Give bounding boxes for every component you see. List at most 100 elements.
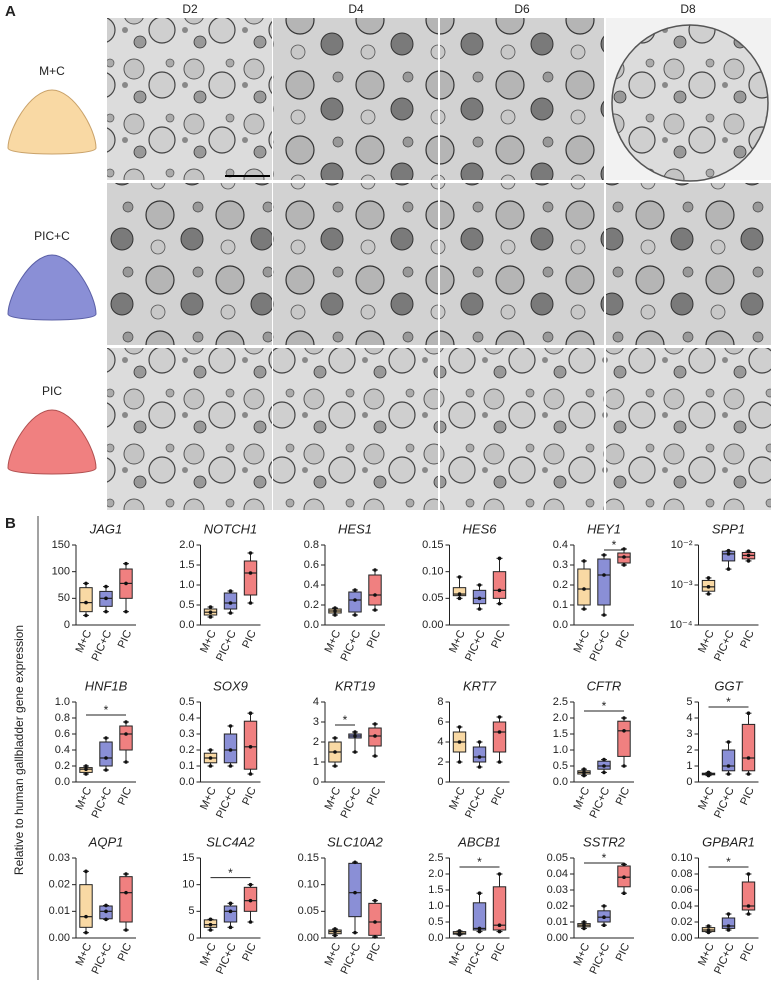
y-tick-label: 0.06 xyxy=(671,884,692,896)
box xyxy=(348,862,362,918)
y-tick-label: 4 xyxy=(686,712,692,724)
x-tick-label: PIC xyxy=(116,628,135,650)
box xyxy=(243,560,258,596)
data-point xyxy=(124,581,128,586)
x-tick-label: PIC xyxy=(365,941,384,963)
y-tick-label: 0.6 xyxy=(304,559,319,571)
data-point xyxy=(228,901,233,906)
data-point xyxy=(104,903,108,908)
significance-label: * xyxy=(726,695,731,709)
y-tick-label: 3 xyxy=(313,716,319,728)
y-tick-label: 2.5 xyxy=(553,696,568,708)
data-point xyxy=(208,917,213,922)
y-tick-label: 1 xyxy=(313,756,319,768)
data-point xyxy=(622,875,626,879)
y-tick-label: 100 xyxy=(52,566,70,578)
data-point xyxy=(477,596,482,601)
y-tick-label: 0.5 xyxy=(428,916,443,928)
x-tick-label: PIC xyxy=(240,785,259,807)
y-tick-label: 0.00 xyxy=(422,619,443,631)
data-point xyxy=(353,860,357,865)
data-point xyxy=(124,872,128,876)
y-tick-label: 0.5 xyxy=(179,696,194,708)
data-point xyxy=(84,930,88,935)
data-point xyxy=(457,575,462,579)
data-point xyxy=(746,549,751,553)
data-point xyxy=(124,561,128,566)
hydrogel-icon xyxy=(7,254,97,321)
data-point xyxy=(622,716,626,720)
x-tick-label: M+C xyxy=(323,628,344,654)
x-tick-label: PIC xyxy=(489,941,508,963)
data-point xyxy=(477,765,482,769)
chart-title: GPBAR1 xyxy=(702,834,755,849)
y-tick-label: 6 xyxy=(437,716,443,728)
x-tick-label: PIC xyxy=(240,941,259,963)
y-tick-label: 4 xyxy=(313,696,319,708)
chart-title: KRT19 xyxy=(335,678,375,693)
y-tick-label: 0.0 xyxy=(553,776,568,788)
data-point xyxy=(353,588,357,592)
data-point xyxy=(208,764,213,768)
data-point xyxy=(726,567,731,571)
x-tick-label: M+C xyxy=(696,785,717,811)
data-point xyxy=(124,609,128,614)
y-tick-label: 0.00 xyxy=(547,932,568,944)
hydrogel-icon xyxy=(7,89,97,155)
data-point xyxy=(373,734,377,738)
y-tick-label: 0.8 xyxy=(55,712,70,724)
x-tick-label: M+C xyxy=(696,941,717,967)
chart-title: JAG1 xyxy=(89,521,123,536)
box xyxy=(741,723,756,772)
y-tick-label: 0.00 xyxy=(298,932,319,944)
box xyxy=(368,574,382,606)
y-tick-label: 2 xyxy=(437,756,443,768)
data-point xyxy=(373,608,377,612)
data-point xyxy=(477,583,482,587)
chart-title: NOTCH1 xyxy=(204,521,257,536)
y-tick-label: 0.1 xyxy=(179,760,194,772)
y-tick-label: 0.15 xyxy=(298,852,319,864)
box xyxy=(492,721,507,753)
y-tick-label: 0.15 xyxy=(422,539,443,551)
data-point xyxy=(333,764,337,768)
box xyxy=(348,591,362,613)
data-point xyxy=(477,755,482,759)
chart-title: SSTR2 xyxy=(583,834,626,849)
x-tick-label: M+C xyxy=(572,941,593,967)
data-point xyxy=(497,601,502,606)
data-point xyxy=(726,552,731,556)
data-point xyxy=(104,917,108,922)
y-tick-label: 0.01 xyxy=(49,905,70,917)
data-point xyxy=(84,613,88,618)
data-point xyxy=(124,720,128,724)
hydrogel-icon xyxy=(7,409,97,475)
y-tick-label: 1.5 xyxy=(428,884,443,896)
data-point xyxy=(746,559,751,563)
y-tick-label: 8 xyxy=(437,696,443,708)
data-point xyxy=(373,722,377,726)
data-point xyxy=(622,555,626,559)
y-tick-label: 1.0 xyxy=(179,579,194,591)
y-tick-label: 0 xyxy=(686,776,692,788)
data-point xyxy=(333,736,337,740)
data-point xyxy=(248,745,253,749)
data-point xyxy=(457,740,462,744)
y-tick-label: 1.0 xyxy=(553,744,568,756)
data-point xyxy=(602,573,606,577)
chart-title: HEY1 xyxy=(587,521,621,536)
y-tick-label: 5 xyxy=(686,696,692,708)
x-tick-label: M+C xyxy=(74,628,95,654)
data-point xyxy=(353,734,357,738)
box xyxy=(79,884,93,928)
data-point xyxy=(726,928,731,932)
y-tick-label: 2 xyxy=(686,744,692,756)
y-tick-label: 3 xyxy=(686,728,692,740)
data-point xyxy=(582,559,586,563)
box xyxy=(79,587,93,613)
y-tick-label: 0.02 xyxy=(547,900,568,912)
significance-label: * xyxy=(726,855,731,869)
